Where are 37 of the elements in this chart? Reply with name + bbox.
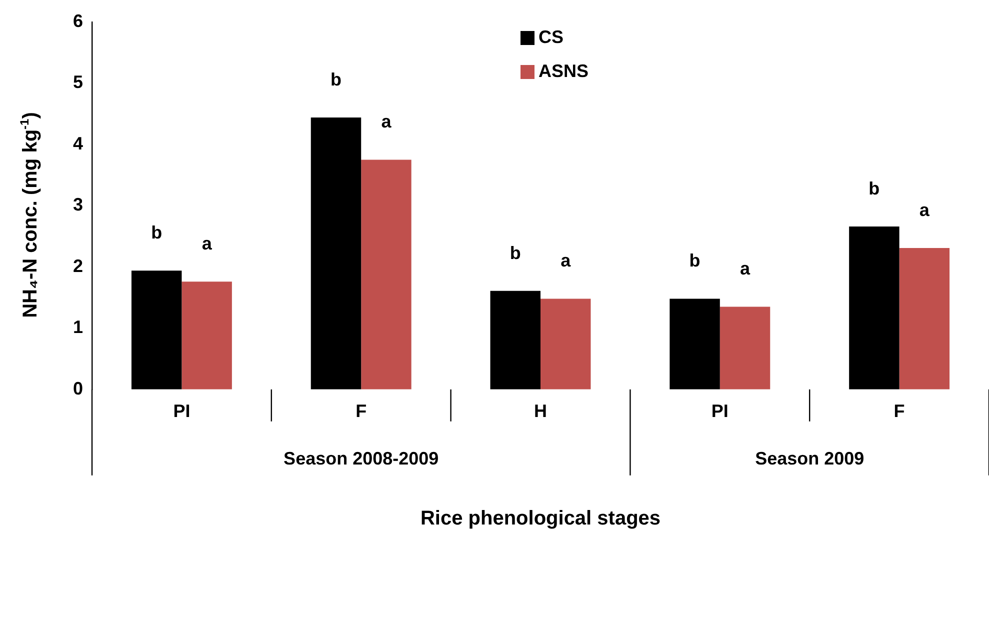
bar bbox=[131, 270, 182, 390]
bar bbox=[540, 298, 591, 390]
bar bbox=[670, 298, 720, 390]
x-tick-label: PI bbox=[173, 401, 190, 422]
text: Season 2009 bbox=[755, 448, 864, 468]
y-tick-label: 0 bbox=[72, 378, 84, 398]
data-label: b bbox=[689, 250, 700, 271]
y-tick-label: 2 bbox=[72, 256, 84, 276]
data-label: b bbox=[330, 69, 342, 90]
y-tick-label: 4 bbox=[72, 133, 84, 154]
y-tick-label: 6 bbox=[72, 10, 84, 31]
legend-label: CS bbox=[538, 26, 564, 47]
legend-label: ASNS bbox=[538, 60, 589, 81]
x-tick-label: F bbox=[356, 401, 367, 422]
data-label: a bbox=[202, 234, 213, 254]
data-label: a bbox=[919, 200, 930, 220]
text: Season 2008-2009 bbox=[284, 448, 439, 468]
data-label: a bbox=[560, 250, 572, 271]
bar bbox=[310, 118, 362, 390]
x-tick-label: PI bbox=[711, 401, 728, 422]
x-tick-label: H bbox=[534, 401, 548, 422]
x-tick-label: F bbox=[894, 401, 905, 422]
bar bbox=[490, 290, 541, 390]
bar bbox=[361, 160, 412, 390]
bar bbox=[182, 282, 232, 390]
data-label: b bbox=[151, 222, 162, 243]
bar bbox=[720, 306, 770, 390]
y-tick-label: 1 bbox=[72, 317, 84, 338]
data-label: b bbox=[510, 242, 521, 263]
y-tick-label: 5 bbox=[72, 72, 84, 92]
data-label: b bbox=[868, 178, 880, 198]
bar bbox=[849, 226, 900, 390]
data-label: a bbox=[740, 258, 752, 279]
bar bbox=[899, 248, 950, 390]
x-axis-title: Rice phenological stages bbox=[420, 508, 661, 530]
data-label: a bbox=[381, 112, 392, 132]
y-tick-label: 3 bbox=[72, 194, 84, 215]
